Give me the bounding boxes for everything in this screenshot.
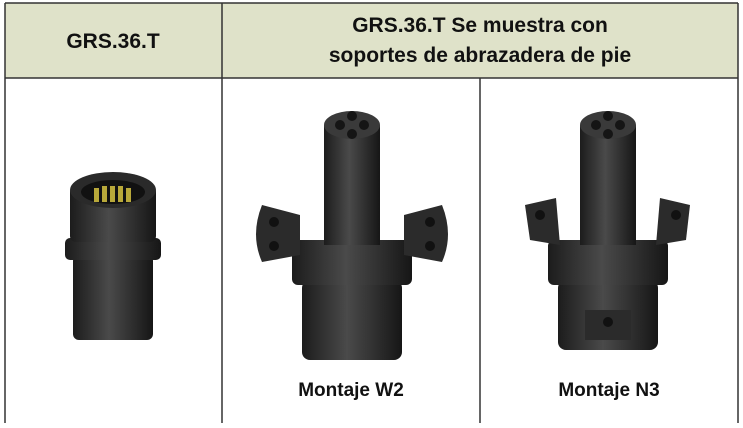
product-image — [65, 172, 161, 340]
header-cell: GRS.36.T Se muestra con — [352, 14, 608, 37]
image-caption: Montaje W2 — [298, 380, 404, 401]
header-background — [5, 3, 738, 78]
table-borders — [4, 2, 739, 423]
header-cell: GRS.36.T — [66, 30, 160, 53]
image-caption: Montaje N3 — [558, 380, 659, 401]
header-cell: soportes de abrazadera de pie — [329, 44, 631, 67]
product-image — [256, 111, 448, 360]
product-image — [525, 111, 690, 350]
